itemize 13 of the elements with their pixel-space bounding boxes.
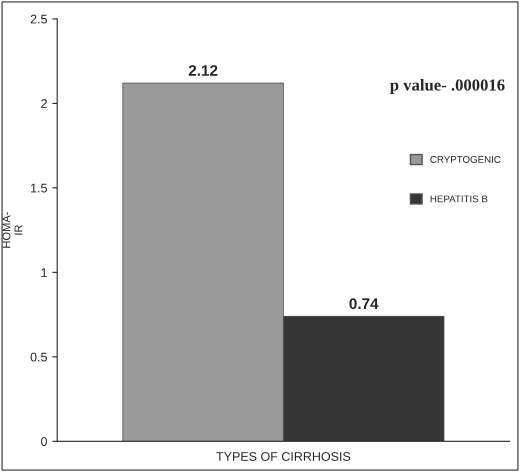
y-tick-label: 0.5 [30, 352, 47, 362]
y-tick-label: 0 [41, 437, 47, 446]
data-label: 0.74 [349, 298, 378, 310]
y-tick-label: 1 [41, 268, 47, 277]
y-axis-title: HOMA- IR [2, 212, 22, 248]
legend-label: CRYPTOGENIC [430, 156, 500, 163]
x-axis-title: TYPES OF CIRRHOSIS [216, 452, 350, 461]
y-tick-label: 2.5 [30, 14, 47, 24]
legend-label: HEPATITIS B [430, 195, 488, 202]
y-tick-label: 1.5 [31, 184, 47, 193]
annotation: p value- .000016 [390, 78, 505, 94]
data-label: 2.12 [188, 65, 218, 76]
y-tick-label: 2 [41, 99, 47, 108]
